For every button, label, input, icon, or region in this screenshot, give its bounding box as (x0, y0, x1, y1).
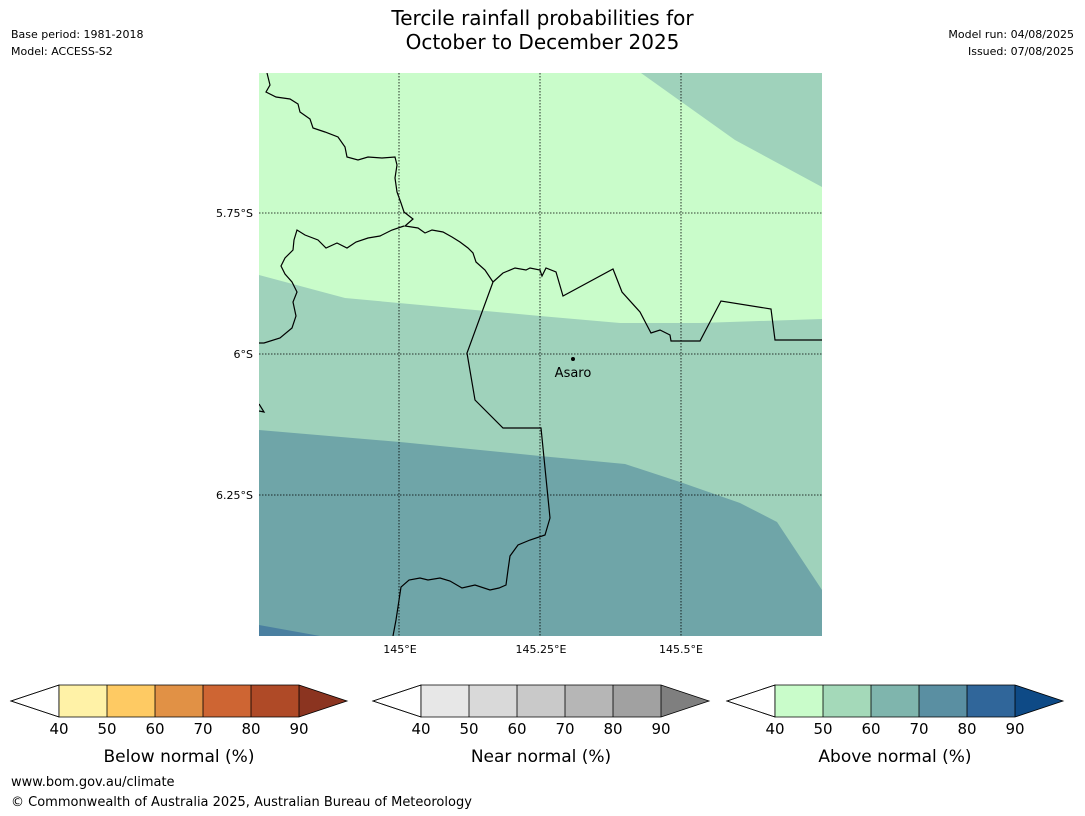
colorbar-near: 40 50 60 70 80 90 Near normal (%) (371, 684, 711, 767)
colorbar-below-tick: 90 (289, 720, 308, 738)
map-plot: Asaro (259, 73, 822, 636)
lon-tick-labels: 145°E 145.25°E 145.5°E (383, 643, 703, 656)
colorbar-near-tick: 40 (411, 720, 430, 738)
colorbar-above-tick: 80 (957, 720, 976, 738)
boundary-south (392, 281, 551, 636)
colorbar-below-swatch (155, 685, 203, 717)
colorbar-below-label: Below normal (%) (104, 747, 255, 767)
colorbar-above-tick: 60 (861, 720, 880, 738)
colorbar-above-swatch (871, 685, 919, 717)
colorbar-below-swatch (59, 685, 107, 717)
lon-tick-145: 145°E (383, 643, 416, 656)
colorbar-near-min-arrow (371, 684, 422, 718)
footer-copyright: © Commonwealth of Australia 2025, Austra… (11, 795, 472, 810)
colorbar-below-swatch (107, 685, 155, 717)
title-line-1: Tercile rainfall probabilities for (391, 6, 694, 30)
issued-date: Issued: 07/08/2025 (967, 45, 1074, 58)
colorbar-below: 40 50 60 70 80 90 Below normal (%) (9, 684, 349, 767)
colorbar-above-min-arrow (725, 684, 776, 718)
region-above-70-80 (259, 625, 320, 636)
colorbar-near-swatch (565, 685, 613, 717)
title-line-2: October to December 2025 (405, 30, 680, 54)
lon-tick-145-25: 145.25°E (516, 643, 567, 656)
model-name: Model: ACCESS-S2 (11, 45, 113, 58)
colorbar-near-tick: 50 (459, 720, 478, 738)
colorbar-above-swatch (823, 685, 871, 717)
colorbar-above-swatch (775, 685, 823, 717)
region-above-50-60-corner (641, 73, 822, 187)
colorbar-near-tick: 90 (651, 720, 670, 738)
lat-tick-6: 6°S (234, 348, 253, 361)
boundary-west-edge (259, 403, 266, 413)
colorbar-below-tick: 70 (193, 720, 212, 738)
lon-tick-145-5: 145.5°E (659, 643, 703, 656)
colorbar-below-max-arrow (299, 685, 347, 717)
colorbar-above: 40 50 60 70 80 90 Above normal (%) (725, 684, 1065, 767)
metadata-right: Model run: 04/08/2025 Issued: 07/08/2025 (948, 26, 1074, 60)
lat-tick-6-25: 6.25°S (216, 489, 253, 502)
colorbar-above-swatch (967, 685, 1015, 717)
province-boundaries (259, 73, 822, 636)
colorbar-below-min-arrow (9, 684, 60, 718)
colorbar-near-swatch (517, 685, 565, 717)
boundary-ridge (492, 267, 822, 342)
colorbar-above-tick: 90 (1005, 720, 1024, 738)
footer-url: www.bom.gov.au/climate (11, 775, 175, 790)
colorbar-below-tick: 40 (49, 720, 68, 738)
asaro-marker (571, 357, 575, 361)
colorbar-above-swatch (919, 685, 967, 717)
lat-tick-labels: 5.75°S 6°S 6.25°S (216, 207, 253, 502)
colorbar-near-swatch (613, 685, 661, 717)
colorbar-above-tick: 50 (813, 720, 832, 738)
colorbar-near-swatch (421, 685, 469, 717)
colorbar-near-tick: 60 (507, 720, 526, 738)
page-title: Tercile rainfall probabilities for Octob… (0, 6, 1085, 54)
boundary-north (265, 73, 494, 283)
asaro-label: Asaro (555, 366, 592, 381)
colorbar-above-label: Above normal (%) (818, 747, 971, 767)
colorbar-below-tick: 60 (145, 720, 164, 738)
boundary-west-loop (259, 225, 405, 344)
colorbar-below-tick: 80 (241, 720, 260, 738)
lat-tick-5-75: 5.75°S (216, 207, 253, 220)
colorbar-near-tick: 80 (603, 720, 622, 738)
colorbar-near-swatch (469, 685, 517, 717)
base-period: Base period: 1981-2018 (11, 28, 144, 41)
colorbar-near-tick: 70 (555, 720, 574, 738)
metadata-left: Base period: 1981-2018 Model: ACCESS-S2 (11, 26, 143, 60)
graticule (259, 73, 822, 636)
colorbar-near-label: Near normal (%) (471, 747, 611, 767)
colorbar-near-max-arrow (661, 685, 709, 717)
colorbar-below-tick: 50 (97, 720, 116, 738)
colorbar-above-tick: 40 (765, 720, 784, 738)
colorbar-above-tick: 70 (909, 720, 928, 738)
colorbar-above-max-arrow (1015, 685, 1063, 717)
colorbar-below-swatch (203, 685, 251, 717)
model-run: Model run: 04/08/2025 (948, 28, 1074, 41)
colorbar-below-swatch (251, 685, 299, 717)
